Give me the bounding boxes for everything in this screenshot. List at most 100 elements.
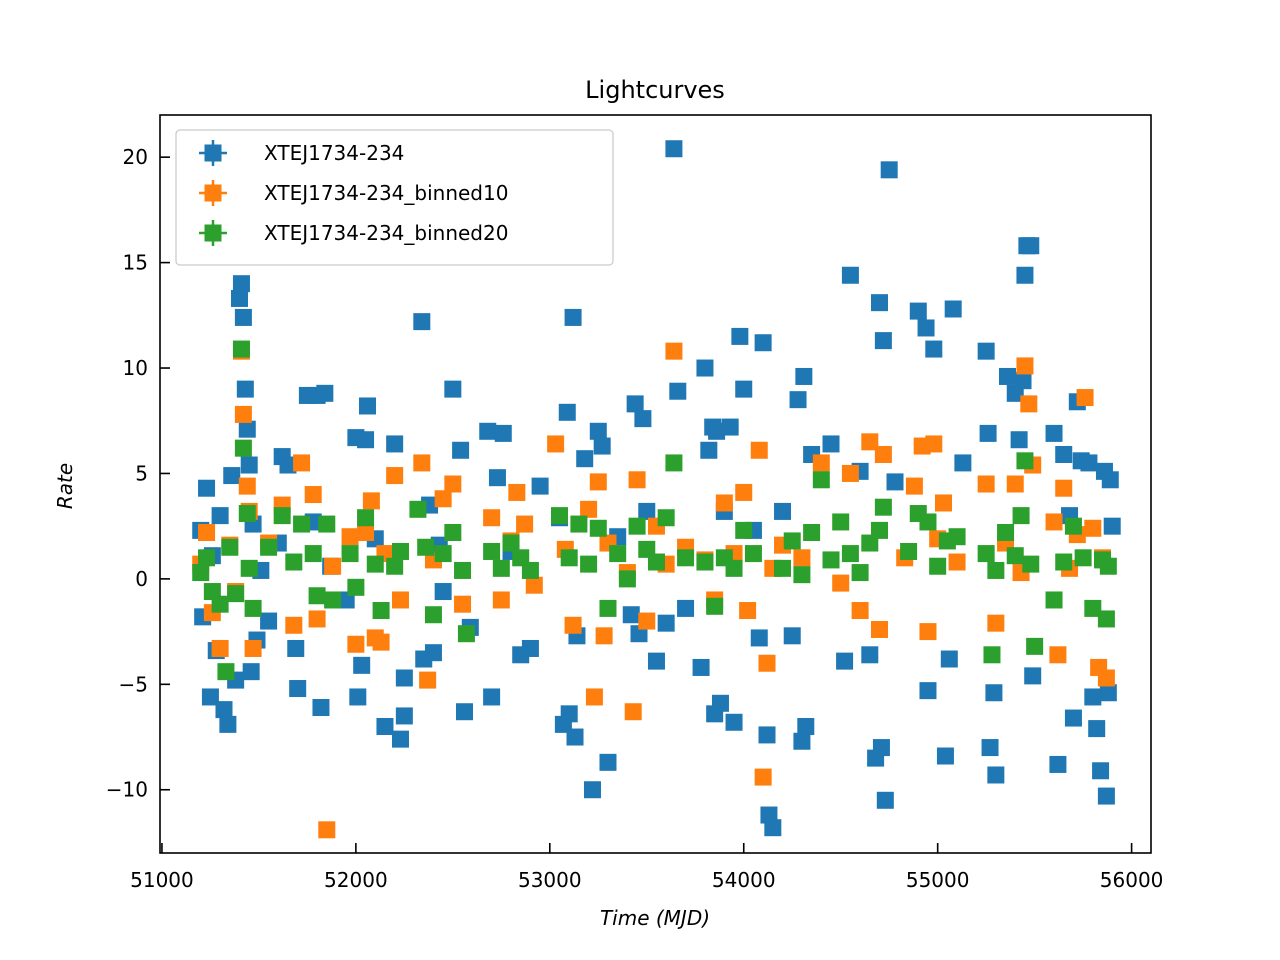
data-point-series-1 xyxy=(260,612,278,630)
data-point-series-1 xyxy=(287,639,305,657)
data-point-series-3 xyxy=(983,646,1001,664)
data-point-series-2 xyxy=(977,475,995,493)
x-tick-label: 56000 xyxy=(1100,868,1164,892)
data-point-series-1 xyxy=(386,435,404,453)
data-point-series-3 xyxy=(417,538,435,556)
data-point-series-1 xyxy=(391,730,409,748)
data-point-series-1 xyxy=(789,391,807,409)
data-point-series-3 xyxy=(304,545,322,563)
data-point-series-1 xyxy=(455,703,473,721)
data-point-series-1 xyxy=(944,300,962,318)
legend-entry: XTEJ1734-234_binned10 xyxy=(199,180,508,206)
data-point-series-1 xyxy=(359,397,377,415)
data-point-series-1 xyxy=(696,359,714,377)
data-point-series-2 xyxy=(547,435,565,453)
y-tick-label: −5 xyxy=(119,672,148,696)
data-point-series-2 xyxy=(211,639,229,657)
data-point-series-2 xyxy=(758,654,776,672)
data-point-series-1 xyxy=(909,302,927,320)
data-point-series-2 xyxy=(454,595,472,613)
data-point-series-2 xyxy=(665,342,683,360)
data-point-series-1 xyxy=(977,342,995,360)
data-point-series-2 xyxy=(638,612,656,630)
data-point-series-3 xyxy=(454,561,472,579)
data-point-series-3 xyxy=(647,553,665,571)
data-point-series-1 xyxy=(413,313,431,331)
data-point-series-1 xyxy=(1101,471,1119,489)
data-point-series-1 xyxy=(677,599,695,617)
data-point-series-1 xyxy=(1010,431,1028,449)
data-point-series-2 xyxy=(308,610,326,628)
data-point-series-1 xyxy=(870,294,888,312)
data-point-series-3 xyxy=(521,561,539,579)
data-point-series-2 xyxy=(832,574,850,592)
data-point-series-1 xyxy=(985,684,1003,702)
data-point-series-1 xyxy=(797,717,815,735)
y-axis: −10 −5 0 5 10 15 20 xyxy=(106,145,170,802)
data-point-series-3 xyxy=(221,538,239,556)
data-point-series-1 xyxy=(731,327,749,345)
legend-entries: XTEJ1734-234 XTEJ1734-234_binned10 XTEJ173… xyxy=(199,140,508,246)
data-point-series-2 xyxy=(372,633,390,651)
data-point-series-3 xyxy=(870,521,888,539)
data-point-series-3 xyxy=(217,663,235,681)
data-point-series-2 xyxy=(735,483,753,501)
data-point-series-3 xyxy=(502,534,520,552)
data-point-series-3 xyxy=(570,515,588,533)
data-point-series-3 xyxy=(372,602,390,620)
data-point-series-1 xyxy=(876,791,894,809)
plot-frame xyxy=(159,114,1152,854)
x-axis-label: Time (MJD) xyxy=(600,906,710,930)
data-point-series-1 xyxy=(1080,454,1098,472)
legend-marker xyxy=(204,144,222,162)
data-point-series-3 xyxy=(424,606,442,624)
data-point-series-1 xyxy=(647,652,665,670)
data-point-series-3 xyxy=(318,515,336,533)
data-point-series-1 xyxy=(560,705,578,723)
data-point-series-2 xyxy=(391,591,409,609)
data-point-series-1 xyxy=(1045,424,1063,442)
data-point-series-3 xyxy=(238,505,256,523)
legend-marker xyxy=(204,224,222,242)
data-point-series-3 xyxy=(677,549,695,567)
data-point-series-2 xyxy=(1016,357,1034,375)
data-point-series-3 xyxy=(366,555,384,573)
data-point-series-1 xyxy=(558,403,576,421)
data-point-series-1 xyxy=(861,646,879,664)
data-point-series-3 xyxy=(1084,599,1102,617)
data-point-series-1 xyxy=(521,639,539,657)
data-point-series-2 xyxy=(624,703,642,721)
data-point-series-3 xyxy=(1012,507,1030,525)
data-point-series-1 xyxy=(349,688,367,706)
data-point-series-2 xyxy=(934,494,952,512)
data-point-series-3 xyxy=(1016,452,1034,470)
data-point-series-3 xyxy=(192,564,210,582)
data-point-series-3 xyxy=(609,545,627,563)
data-point-series-1 xyxy=(479,422,497,440)
data-point-series-2 xyxy=(293,454,311,472)
data-point-series-3 xyxy=(783,532,801,550)
data-point-series-1 xyxy=(822,435,840,453)
data-point-series-2 xyxy=(793,549,811,567)
data-point-series-2 xyxy=(419,671,437,689)
data-point-series-2 xyxy=(483,509,501,527)
data-point-series-1 xyxy=(925,340,943,358)
data-point-series-1 xyxy=(316,384,334,402)
chart-title: Lightcurves xyxy=(585,76,725,104)
data-point-series-3 xyxy=(551,507,569,525)
data-point-series-1 xyxy=(201,688,219,706)
data-point-series-2 xyxy=(628,471,646,489)
data-point-series-1 xyxy=(795,367,813,385)
data-point-series-3 xyxy=(793,566,811,584)
data-point-series-1 xyxy=(758,726,776,744)
data-point-series-3 xyxy=(232,340,250,358)
data-point-series-3 xyxy=(273,507,291,525)
data-point-series-2 xyxy=(861,433,879,451)
data-point-series-2 xyxy=(1076,389,1094,407)
y-tick-label: 0 xyxy=(135,567,148,591)
data-point-series-3 xyxy=(391,542,409,560)
data-point-series-3 xyxy=(234,439,252,457)
data-point-series-1 xyxy=(836,652,854,670)
data-point-series-3 xyxy=(1064,517,1082,535)
data-point-series-1 xyxy=(452,441,470,459)
